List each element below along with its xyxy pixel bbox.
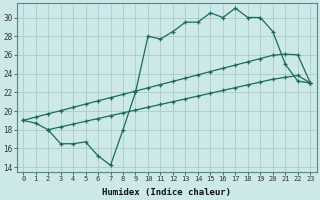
X-axis label: Humidex (Indice chaleur): Humidex (Indice chaleur) <box>102 188 231 197</box>
